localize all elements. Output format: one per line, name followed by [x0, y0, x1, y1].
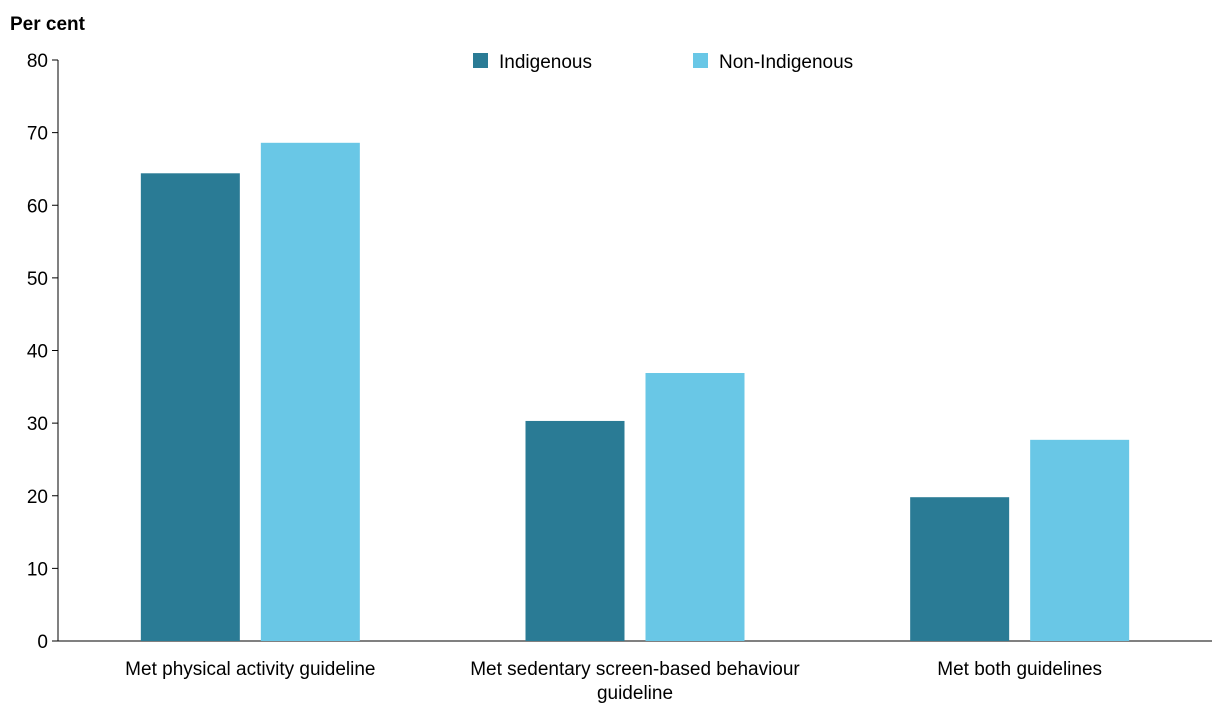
y-tick-label: 30 [27, 414, 48, 435]
y-tick-label: 50 [27, 269, 48, 290]
y-tick-label: 20 [27, 487, 48, 508]
y-tick-label: 70 [27, 124, 48, 145]
legend-item: Non-Indigenous [693, 52, 853, 73]
y-axis-title: Per cent [10, 14, 86, 35]
y-tick-label: 60 [27, 196, 48, 217]
bar-indigenous [525, 420, 625, 641]
legend-swatch [473, 53, 488, 68]
y-tick-label: 80 [27, 51, 48, 72]
legend-item: Indigenous [473, 52, 592, 73]
legend: Indigenous Non-Indigenous [473, 52, 853, 73]
bar-indigenous [140, 173, 240, 642]
legend-label: Non-Indigenous [719, 52, 853, 73]
legend-swatch [693, 53, 708, 68]
bar-non-indigenous [645, 373, 745, 641]
bars [140, 142, 1130, 642]
x-category-label: Met sedentary screen-based behaviour guid… [470, 659, 800, 704]
x-category-label: Met physical activity guideline [125, 659, 375, 680]
axes: 0 10 20 30 40 50 60 70 80 [27, 51, 1212, 653]
bar-non-indigenous [1030, 439, 1130, 641]
y-tick-label: 10 [27, 559, 48, 580]
category-labels: Met physical activity guideline Met seden… [125, 659, 1102, 704]
x-category-label: Met both guidelines [937, 659, 1102, 680]
legend-label: Indigenous [499, 52, 592, 73]
y-tick-label: 40 [27, 342, 48, 363]
y-tick-label: 0 [37, 632, 48, 653]
bar-indigenous [910, 497, 1010, 641]
bar-non-indigenous [260, 142, 360, 642]
